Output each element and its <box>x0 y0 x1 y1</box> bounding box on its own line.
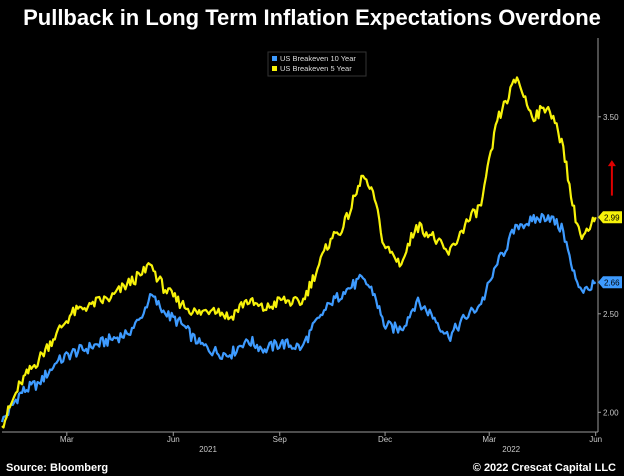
y-tick-label: 2.00 <box>603 408 619 417</box>
source-note: Source: Bloomberg <box>6 462 109 474</box>
last-value-tag-bg <box>598 211 622 224</box>
x-tick-label: Dec <box>378 435 392 444</box>
legend-label: US Breakeven 10 Year <box>280 54 356 63</box>
x-year-label: 2021 <box>199 445 217 454</box>
last-value-tag-breakeven-5y: 2.99 <box>598 211 622 224</box>
last-value-label: 2.99 <box>604 213 620 222</box>
copyright-note: © 2022 Crescat Capital LLC <box>472 462 616 474</box>
legend-swatch <box>272 56 277 61</box>
x-tick-label: Sep <box>273 435 288 444</box>
x-tick-label: Mar <box>60 435 74 444</box>
x-year-label: 2022 <box>502 445 520 454</box>
series-line-breakeven-10y <box>0 212 597 423</box>
legend-label: US Breakeven 5 Year <box>280 64 352 73</box>
last-value-label: 2.66 <box>604 278 620 287</box>
x-tick-label: Mar <box>482 435 496 444</box>
x-tick-label: Jun <box>589 435 602 444</box>
y-tick-label: 3.50 <box>603 113 619 122</box>
last-value-tag-breakeven-10y: 2.66 <box>598 276 622 289</box>
legend-swatch <box>272 66 277 71</box>
y-tick-label: 2.50 <box>603 310 619 319</box>
series-line-breakeven-5y <box>1 76 597 429</box>
last-value-tag-bg <box>598 276 622 289</box>
legend-box <box>267 51 367 77</box>
x-tick-label: Jun <box>167 435 180 444</box>
up-arrow-head <box>607 160 616 167</box>
chart-title: Pullback in Long Term Inflation Expectat… <box>23 5 601 30</box>
